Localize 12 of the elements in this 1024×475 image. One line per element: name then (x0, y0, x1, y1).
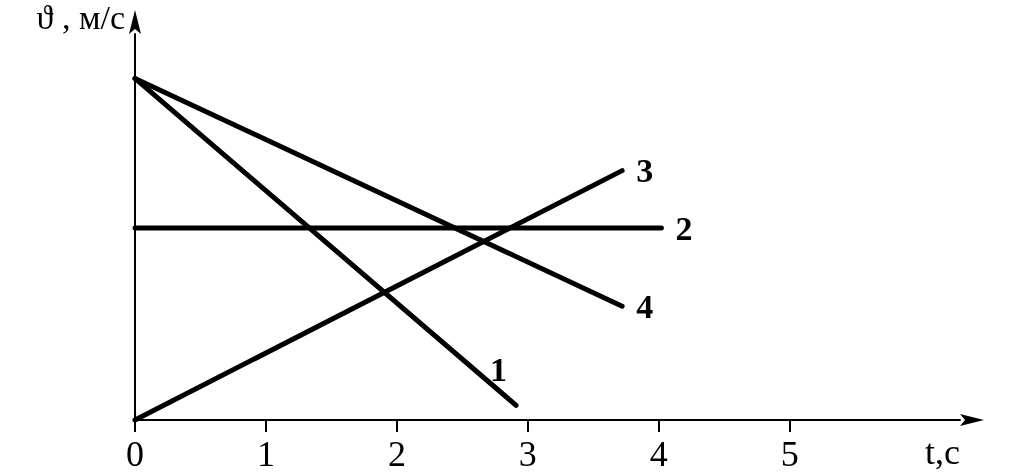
x-axis-title: t,c (925, 432, 960, 472)
series-label: 1 (490, 350, 508, 388)
series-label: 3 (636, 152, 654, 190)
series-label: 2 (675, 209, 693, 247)
y-axis-title: ϑ , м/с (36, 0, 125, 36)
x-tick-label: 0 (126, 434, 144, 474)
x-tick-label: 4 (649, 434, 668, 474)
x-tick-label: 5 (780, 434, 799, 474)
series-label: 4 (636, 287, 654, 325)
x-tick-label: 1 (256, 434, 275, 474)
x-tick-label: 2 (387, 434, 406, 474)
x-tick-label: 3 (518, 434, 537, 474)
